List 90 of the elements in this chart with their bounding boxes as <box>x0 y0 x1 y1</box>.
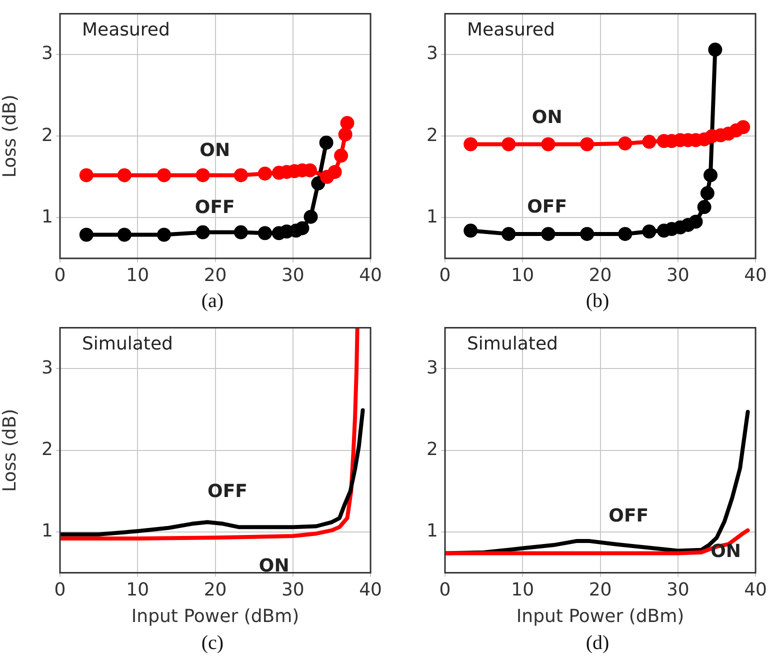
point <box>541 137 556 152</box>
y-tick-label: 3 <box>42 357 53 378</box>
x-tick-label: 20 <box>588 579 612 600</box>
point <box>541 226 556 241</box>
point <box>234 225 248 240</box>
point <box>319 136 334 150</box>
x-tick-label: 30 <box>666 264 690 286</box>
chart-title: Measured <box>82 19 170 40</box>
y-tick-label: 2 <box>426 438 438 460</box>
point <box>79 228 94 242</box>
point <box>642 134 656 149</box>
x-tick-label: 40 <box>359 264 382 286</box>
x-tick-label: 20 <box>204 579 227 600</box>
x-tick-label: 40 <box>744 264 767 286</box>
text: (a) <box>200 290 225 314</box>
y-tick-label: 2 <box>42 438 53 460</box>
x-tick-label: 10 <box>126 579 150 600</box>
y-tick-label: 1 <box>426 206 438 228</box>
series-label: ON <box>532 106 562 128</box>
x-tick-label: 30 <box>666 579 690 600</box>
point <box>79 168 94 182</box>
point <box>642 224 656 238</box>
point <box>704 168 718 182</box>
x-tick-label: 0 <box>439 264 451 286</box>
point <box>157 168 172 182</box>
point <box>502 137 516 152</box>
point <box>117 228 132 242</box>
point <box>464 137 478 152</box>
y-axis-title: Loss (dB) <box>0 94 20 178</box>
x-tick-label: 40 <box>359 579 382 600</box>
text: (c) <box>200 632 225 656</box>
point <box>258 166 272 181</box>
point <box>618 136 632 150</box>
point <box>736 120 750 134</box>
series-label: ON <box>258 556 290 577</box>
point <box>295 221 310 236</box>
x-tick-label: 0 <box>439 579 451 600</box>
point <box>340 116 354 130</box>
point <box>618 226 632 241</box>
x-tick-label: 20 <box>588 264 612 286</box>
point <box>117 168 132 182</box>
point <box>697 200 712 214</box>
series-label: OFF <box>194 196 235 218</box>
y-tick-label: 3 <box>42 43 53 64</box>
point <box>688 214 703 229</box>
chart-title: Simulated <box>467 333 558 354</box>
point <box>196 225 210 240</box>
y-tick-label: 3 <box>426 43 438 64</box>
y-tick-label: 1 <box>42 520 53 542</box>
point <box>580 226 594 241</box>
x-tick-label: 40 <box>744 579 767 600</box>
x-tick-label: 0 <box>54 579 66 600</box>
point <box>311 176 326 190</box>
x-tick-label: 10 <box>511 579 534 600</box>
x-tick-label: 20 <box>204 264 227 286</box>
series-label: ON <box>710 541 741 562</box>
point <box>334 148 348 163</box>
series-label: OFF <box>208 480 248 502</box>
chart-title: Simulated <box>82 333 173 354</box>
y-tick-label: 2 <box>42 124 53 146</box>
y-tick-label: 2 <box>426 124 438 146</box>
point <box>304 210 318 224</box>
point <box>328 164 342 179</box>
x-axis-title: Input Power (dBm) <box>131 606 300 627</box>
text: (b) <box>584 290 610 314</box>
y-tick-label: 1 <box>426 520 438 542</box>
y-tick-label: 3 <box>426 357 438 378</box>
point <box>338 127 352 142</box>
point <box>157 228 172 242</box>
x-tick-label: 10 <box>126 264 150 286</box>
x-tick-label: 0 <box>54 264 66 286</box>
chart-title: Measured <box>467 19 555 40</box>
point <box>502 226 516 241</box>
x-tick-label: 10 <box>511 264 534 286</box>
series-label: OFF <box>608 506 649 527</box>
y-tick-label: 1 <box>42 206 53 228</box>
x-tick-label: 30 <box>281 579 304 600</box>
x-tick-label: 30 <box>281 264 304 286</box>
point <box>464 224 478 238</box>
point <box>580 137 594 152</box>
y-axis-title: Loss (dB) <box>0 408 20 492</box>
text: (d) <box>584 632 610 656</box>
point <box>234 168 248 182</box>
series-label: ON <box>200 140 230 161</box>
point <box>700 186 714 200</box>
point <box>708 42 722 57</box>
series-label: OFF <box>527 196 568 218</box>
point <box>196 168 210 182</box>
point <box>258 226 272 240</box>
x-axis-title: Input Power (dBm) <box>516 606 684 627</box>
